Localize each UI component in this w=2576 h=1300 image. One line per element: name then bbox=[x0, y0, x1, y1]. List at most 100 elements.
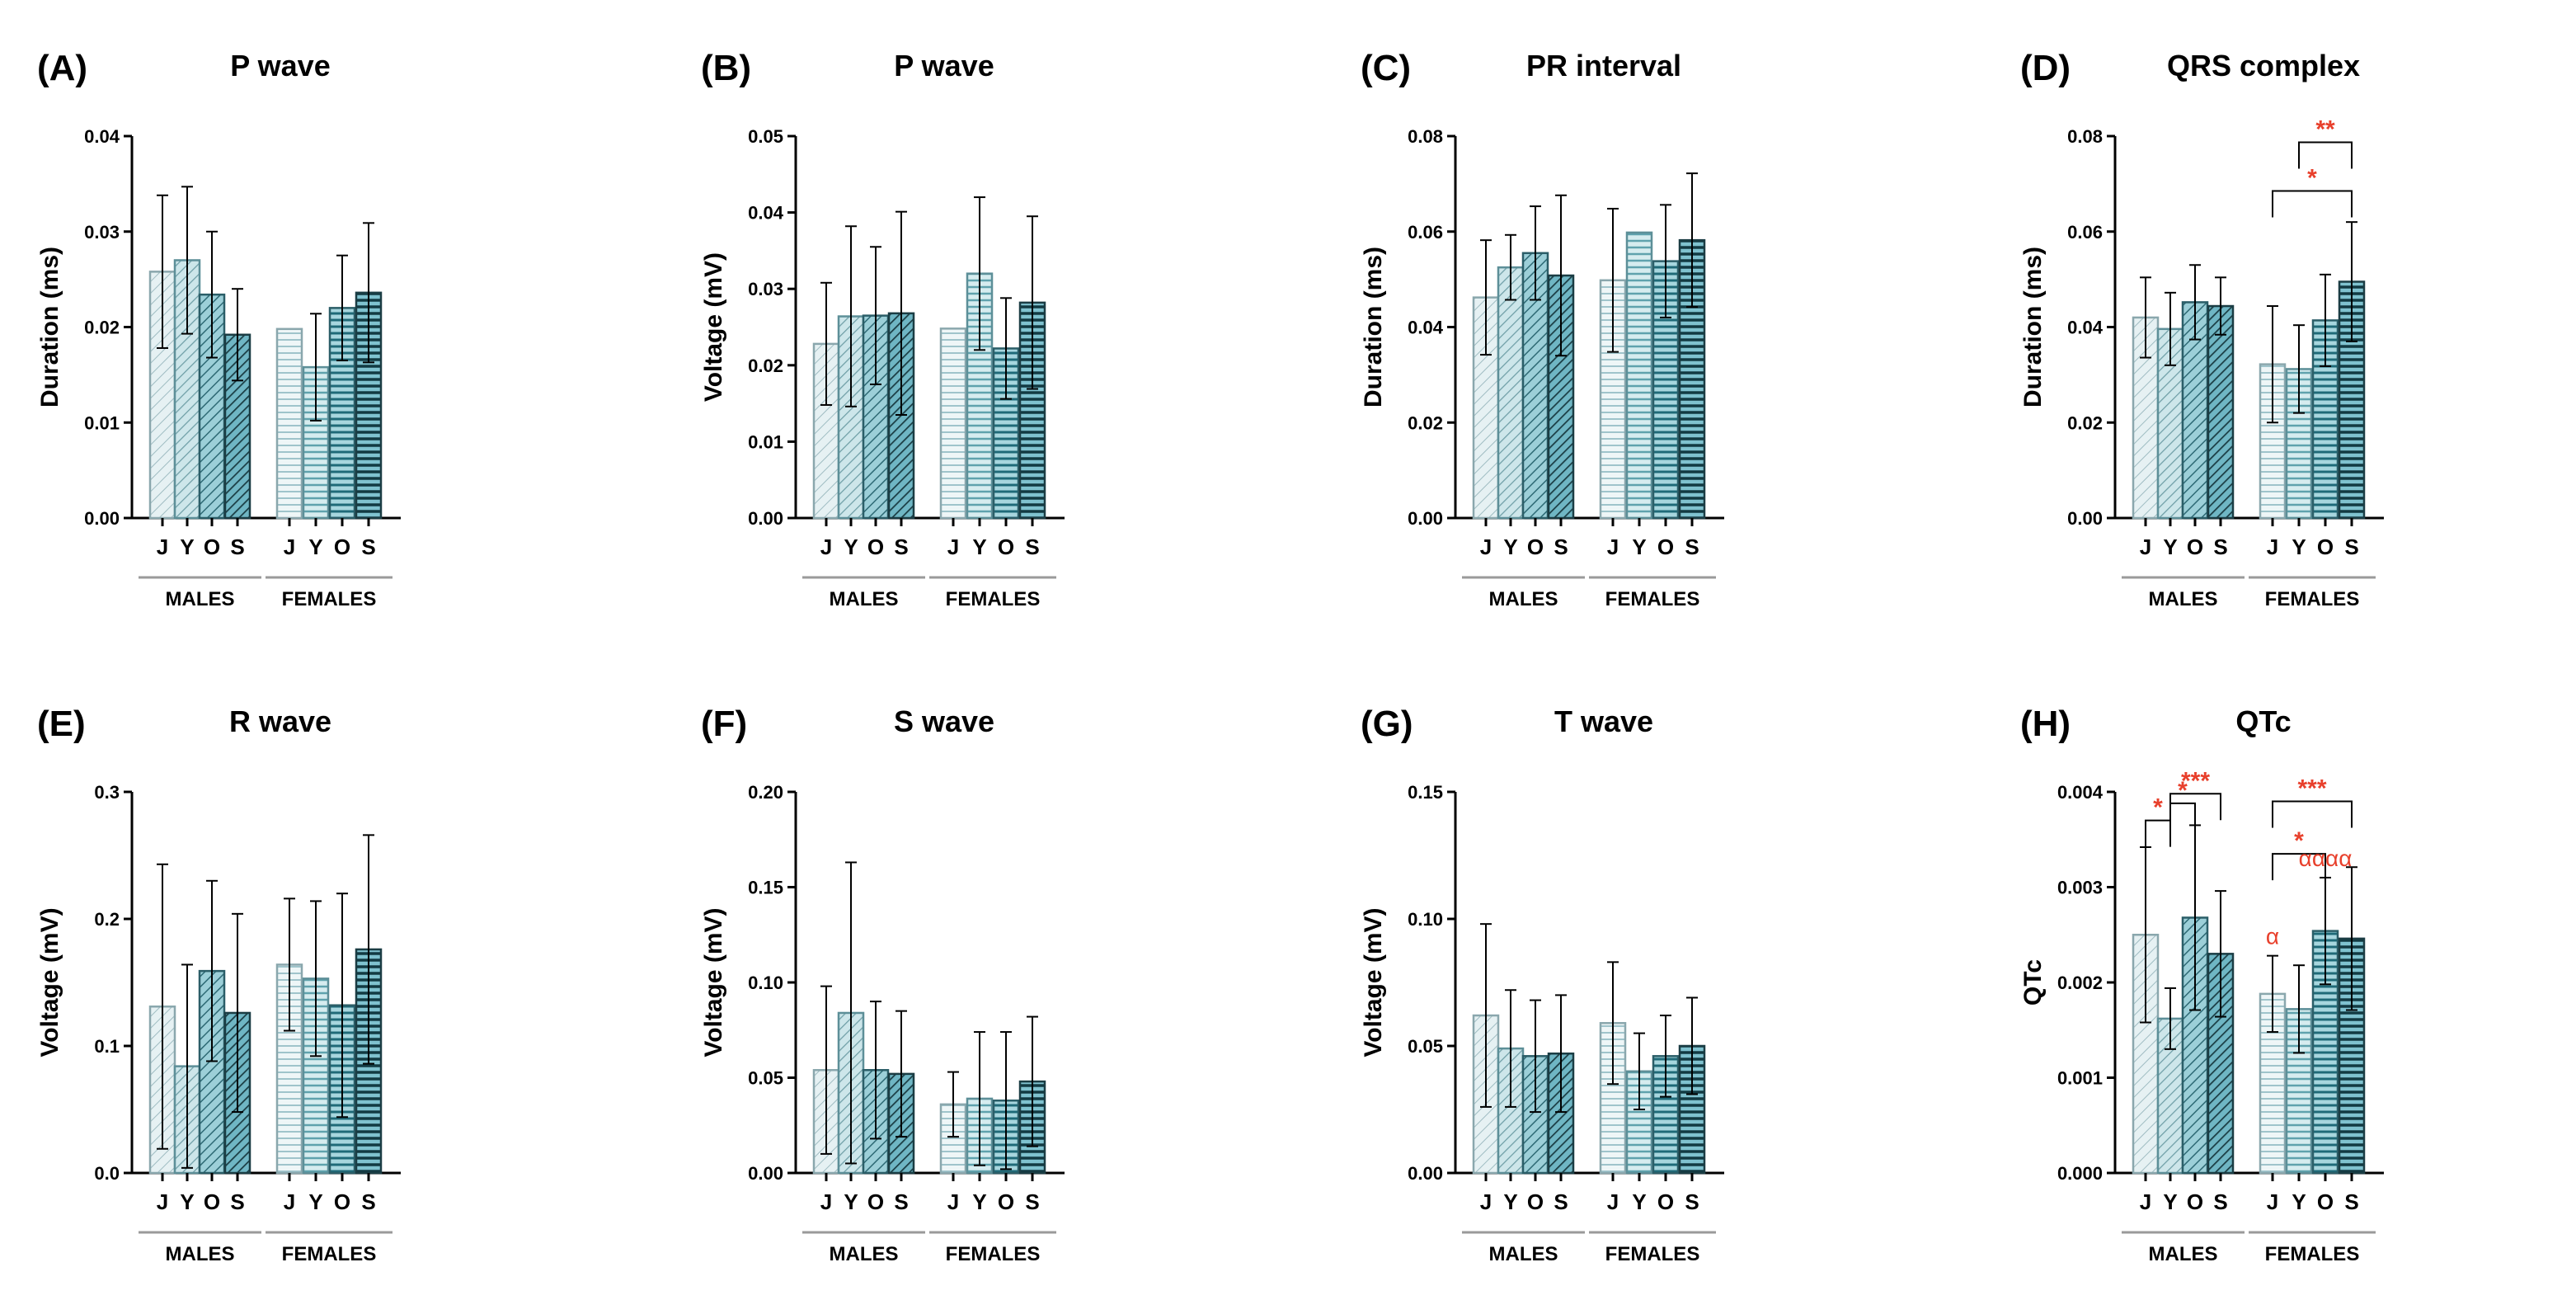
x-tick-label: Y bbox=[2292, 1189, 2306, 1214]
x-tick-label: Y bbox=[2163, 535, 2177, 559]
group-label-males: MALES bbox=[1489, 588, 1558, 610]
y-tick-label: 0.00 bbox=[748, 1163, 783, 1184]
y-tick-label: 0.10 bbox=[748, 973, 783, 993]
panel-label: (H) bbox=[2020, 704, 2071, 744]
y-tick-label: 0.001 bbox=[2057, 1068, 2103, 1089]
panel-label: (B) bbox=[701, 48, 751, 88]
y-tick-label: 0.00 bbox=[1408, 1163, 1443, 1184]
y-tick-label: 0.03 bbox=[748, 279, 783, 299]
y-axis-label: Voltage (mV) bbox=[700, 907, 727, 1057]
significance-bracket bbox=[2298, 141, 2353, 169]
group-label-males: MALES bbox=[830, 588, 899, 610]
panel-a: (A) P wave Duration (ms) 0.00 0.01 0.02 0.03 0.… bbox=[36, 48, 401, 610]
x-tick-label: O bbox=[1657, 535, 1674, 559]
bar-y-female bbox=[1625, 231, 1653, 520]
x-tick-label: J bbox=[1607, 535, 1619, 559]
x-tick-label: Y bbox=[1632, 535, 1646, 559]
x-tick-label: Y bbox=[1503, 535, 1517, 559]
y-tick-label: 0.15 bbox=[748, 878, 783, 898]
y-tick-label: 0.10 bbox=[1408, 909, 1443, 930]
y-axis-label: Duration (ms) bbox=[2019, 247, 2047, 407]
panel-b: (B) P wave Voltage (mV) 0.00 0.01 0.02 0.03 0.0… bbox=[700, 48, 1065, 610]
y-axis-label: Voltage (mV) bbox=[700, 252, 727, 402]
significance-label: * bbox=[2294, 827, 2304, 855]
x-tick-label: S bbox=[2213, 535, 2227, 559]
significance-bracket bbox=[2272, 853, 2326, 881]
y-tick-label: 0.02 bbox=[84, 318, 120, 338]
x-tick-label: O bbox=[204, 1189, 220, 1214]
y-axis-label: QTc bbox=[2019, 959, 2047, 1006]
x-tick-label: S bbox=[1554, 1189, 1568, 1214]
y-tick-label: 0.08 bbox=[1408, 126, 1443, 147]
y-tick-label: 0.1 bbox=[94, 1036, 120, 1057]
x-tick-label: J bbox=[1480, 1189, 1492, 1214]
y-tick-label: 0.00 bbox=[2067, 508, 2103, 529]
x-tick-label: J bbox=[947, 1189, 959, 1214]
chart-title: P wave bbox=[230, 49, 330, 82]
bar-o-female bbox=[1652, 1055, 1680, 1175]
x-tick-label: O bbox=[867, 535, 884, 559]
x-tick-label: Y bbox=[180, 1189, 194, 1214]
panel-d: (D) QRS complex Duration (ms) 0.00 0.02 0.04 0… bbox=[2019, 48, 2384, 610]
x-tick-label: S bbox=[1554, 535, 1568, 559]
significance-bracket bbox=[2145, 819, 2171, 847]
x-tick-label: O bbox=[1657, 1189, 1674, 1214]
y-tick-label: 0.08 bbox=[2067, 126, 2103, 147]
group-label-males: MALES bbox=[166, 1243, 235, 1265]
bar-j-female bbox=[939, 327, 967, 520]
bar-y-male bbox=[1497, 266, 1525, 520]
x-tick-label: J bbox=[820, 535, 832, 559]
x-tick-label: O bbox=[2187, 535, 2203, 559]
y-tick-label: 0.06 bbox=[2067, 222, 2103, 243]
x-tick-label: Y bbox=[180, 535, 194, 559]
panel-label: (D) bbox=[2020, 48, 2071, 88]
group-label-males: MALES bbox=[2149, 1243, 2218, 1265]
x-tick-label: Y bbox=[1503, 1189, 1517, 1214]
x-tick-label: O bbox=[334, 535, 350, 559]
x-tick-label: J bbox=[820, 1189, 832, 1214]
chart-title: PR interval bbox=[1526, 49, 1681, 82]
x-tick-label: S bbox=[361, 1189, 375, 1214]
x-tick-label: Y bbox=[972, 535, 986, 559]
x-tick-label: Y bbox=[844, 535, 858, 559]
significance-bracket bbox=[2272, 190, 2353, 218]
significance-label: *** bbox=[2181, 767, 2210, 794]
x-tick-label: J bbox=[284, 535, 295, 559]
x-tick-label: O bbox=[998, 1189, 1014, 1214]
group-label-females: FEMALES bbox=[282, 1243, 377, 1265]
bar-s-male bbox=[2207, 304, 2235, 520]
x-tick-label: O bbox=[2187, 1189, 2203, 1214]
x-tick-label: S bbox=[2344, 1189, 2358, 1214]
group-label-females: FEMALES bbox=[2265, 588, 2360, 610]
chart-title: QTc bbox=[2235, 704, 2291, 738]
y-tick-label: 0.05 bbox=[748, 126, 783, 147]
significance-label: ** bbox=[2315, 116, 2335, 144]
panel-label: (G) bbox=[1361, 704, 1413, 744]
x-tick-label: S bbox=[361, 535, 375, 559]
y-tick-label: 0.02 bbox=[1408, 412, 1443, 433]
group-label-females: FEMALES bbox=[282, 588, 377, 610]
alpha-mark: α bbox=[2266, 924, 2279, 949]
y-tick-label: 0.002 bbox=[2057, 973, 2103, 993]
x-tick-label: Y bbox=[308, 1189, 322, 1214]
y-tick-label: 0.000 bbox=[2057, 1163, 2103, 1184]
x-tick-label: S bbox=[894, 535, 908, 559]
group-label-males: MALES bbox=[2149, 588, 2218, 610]
y-tick-label: 0.00 bbox=[1408, 508, 1443, 529]
y-tick-label: 0.02 bbox=[2067, 412, 2103, 433]
panel-label: (A) bbox=[37, 48, 87, 88]
y-tick-label: 0.04 bbox=[84, 126, 120, 147]
x-tick-label: J bbox=[157, 535, 168, 559]
bar-j-female bbox=[2259, 363, 2287, 520]
x-tick-label: Y bbox=[2163, 1189, 2177, 1214]
x-tick-label: O bbox=[1527, 1189, 1544, 1214]
y-axis-label: Voltage (mV) bbox=[36, 907, 63, 1057]
group-label-females: FEMALES bbox=[1605, 588, 1700, 610]
x-tick-label: S bbox=[230, 535, 244, 559]
significance-label: * bbox=[2153, 794, 2163, 822]
panel-label: (C) bbox=[1361, 48, 1411, 88]
group-label-females: FEMALES bbox=[946, 588, 1041, 610]
x-tick-label: S bbox=[2344, 535, 2358, 559]
